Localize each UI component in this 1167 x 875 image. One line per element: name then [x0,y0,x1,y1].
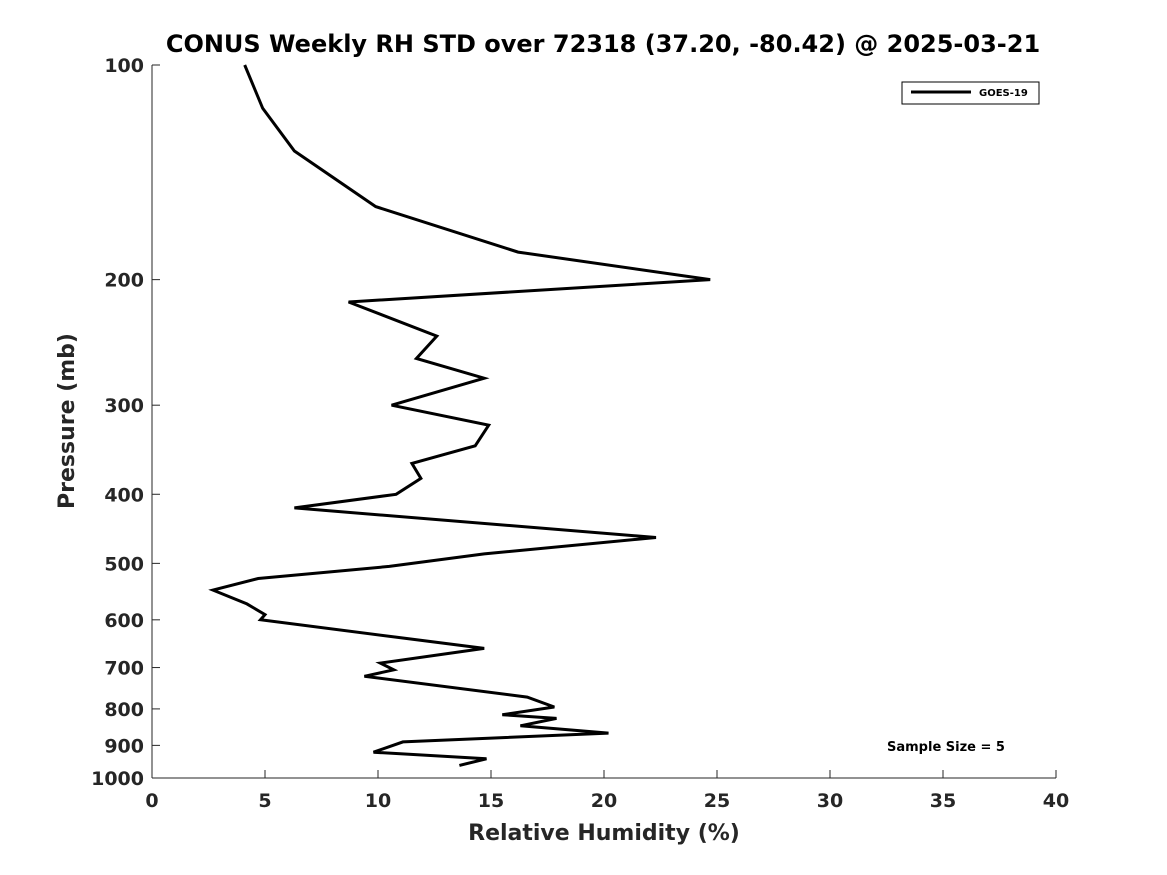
sample-size-annotation: Sample Size = 5 [887,740,1005,755]
x-tick-label: 35 [930,790,956,812]
y-tick-label: 900 [104,735,144,757]
series-line-goes-19 [208,64,711,767]
x-tick-label: 20 [591,790,617,812]
y-axis-label: Pressure (mb) [55,333,80,509]
y-tick-label: 700 [104,658,144,680]
legend-label-goes-19: GOES-19 [979,88,1028,99]
x-tick-label: 5 [258,790,271,812]
y-tick-label: 800 [104,699,144,721]
x-tick-label: 0 [145,790,158,812]
y-tick-label: 400 [104,484,144,506]
x-axis-ticks: 0 5 10 15 20 25 30 35 40 [145,770,1069,812]
x-tick-label: 25 [704,790,730,812]
x-tick-label: 30 [817,790,843,812]
y-tick-label: 100 [104,55,144,77]
x-tick-label: 15 [478,790,504,812]
legend: GOES-19 [901,81,1040,105]
y-tick-label: 200 [104,270,144,292]
y-tick-label: 300 [104,395,144,417]
y-tick-label: 600 [104,610,144,632]
x-tick-label: 10 [365,790,391,812]
y-axis-ticks: 100 200 300 400 500 600 700 800 900 1000 [91,55,160,790]
x-tick-label: 40 [1043,790,1069,812]
x-axis-label: Relative Humidity (%) [468,821,740,846]
y-tick-label: 500 [104,553,144,575]
chart-title: CONUS Weekly RH STD over 72318 (37.20, -… [166,30,1040,58]
y-tick-label: 1000 [91,768,144,790]
